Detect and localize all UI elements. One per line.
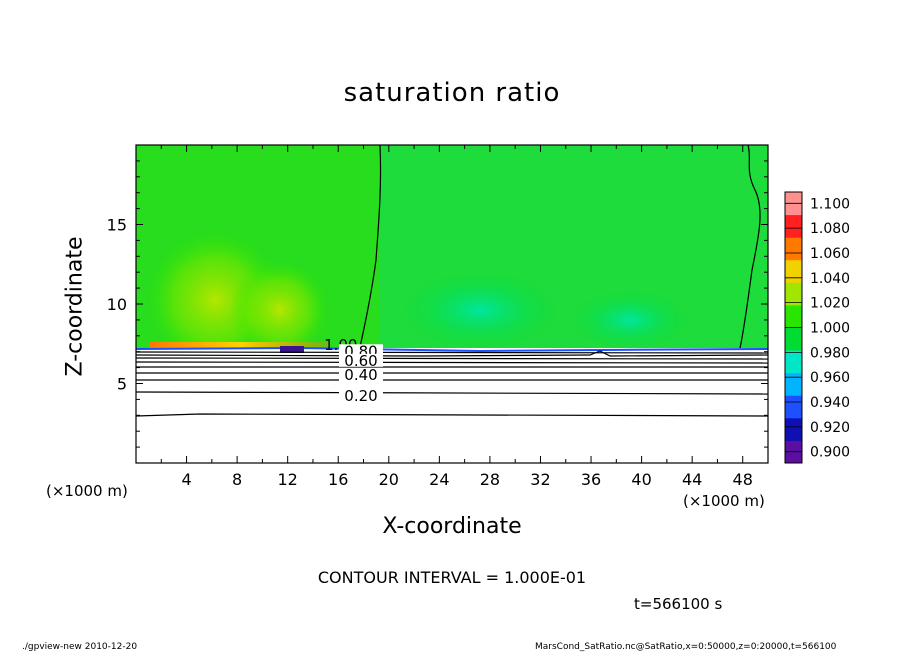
cool-anomaly xyxy=(400,270,560,350)
x-tick-label: 32 xyxy=(530,470,550,489)
x-tick-label: 44 xyxy=(682,470,702,489)
colorbar-swatch xyxy=(785,259,802,283)
contour-1.00-east xyxy=(739,145,761,349)
supersaturated-band xyxy=(150,342,330,348)
contour-label: 0.20 xyxy=(344,387,377,405)
colorbar: 0.900 0.920 0.940 0.960 0.980 1.000 1.020 1.040… xyxy=(784,191,850,464)
colorbar-swatch xyxy=(785,417,802,441)
footer-left: ./gpview-new 2010-12-20 xyxy=(22,642,138,652)
colorbar-swatch xyxy=(785,304,802,328)
contour-labels: 1.000.800.600.400.20 xyxy=(324,336,383,405)
contour-label: 0.60 xyxy=(344,352,377,370)
contour-label: 0.40 xyxy=(344,366,377,384)
x-axis-unit: (×1000 m) xyxy=(683,492,765,510)
colorbar-swatch xyxy=(785,395,802,419)
contour-label-bg xyxy=(338,353,383,367)
minimum-patch xyxy=(280,346,304,353)
colorbar-label: 1.100 xyxy=(810,196,850,212)
x-tick-label: 28 xyxy=(480,470,500,489)
time-stamp: t=566100 s xyxy=(634,595,723,613)
warm-anomaly xyxy=(230,260,330,360)
contour-line xyxy=(136,351,768,354)
heatmap-field: 1.000.800.600.400.20 xyxy=(136,145,768,463)
contour-interval: CONTOUR INTERVAL = 1.000E-01 xyxy=(317,568,587,587)
colorbar-swatch xyxy=(785,372,802,396)
x-tick-label: 24 xyxy=(429,470,449,489)
colorbar-label: 0.980 xyxy=(810,345,850,361)
x-tick-label: 36 xyxy=(581,470,601,489)
colorbar-label: 1.060 xyxy=(810,246,850,262)
colorbar-swatch xyxy=(785,282,802,306)
x-axis-ticks: 4 8 12 16 20 24 28 32 36 40 44 48 xyxy=(160,145,753,489)
contour-label-bg xyxy=(338,368,383,382)
colorbar-label: 0.960 xyxy=(810,370,850,386)
colorbar-label: 1.020 xyxy=(810,296,850,312)
colorbar-label: 1.040 xyxy=(810,271,850,287)
x-tick-label: 40 xyxy=(631,470,651,489)
colorbar-swatch xyxy=(785,237,802,261)
contour-label-bg xyxy=(338,388,383,402)
colorbar-label: 1.080 xyxy=(810,221,850,237)
boundary-line xyxy=(136,346,768,353)
y-tick-label: 5 xyxy=(117,375,127,394)
colorbar-label: 0.900 xyxy=(810,445,850,461)
contour-line xyxy=(136,391,768,395)
x-tick-label: 16 xyxy=(328,470,348,489)
colorbar-swatch xyxy=(785,214,802,238)
contour-1.00-west xyxy=(359,145,382,348)
y-tick-label: 10 xyxy=(107,295,127,314)
cool-anomaly xyxy=(570,290,690,350)
contour-lines xyxy=(136,145,768,417)
colorbar-label: 1.000 xyxy=(810,321,850,337)
y-axis-label: Z-coordinate xyxy=(62,236,88,377)
x-axis-label: X-coordinate xyxy=(382,514,522,539)
x-tick-label: 8 xyxy=(232,470,242,489)
footer-right: MarsCond_SatRatio.nc@SatRatio,x=0:50000,… xyxy=(535,642,837,652)
colorbar-swatch xyxy=(785,327,802,351)
colorbar-label: 0.920 xyxy=(810,420,850,436)
x-tick-label: 48 xyxy=(733,470,753,489)
y-axis-unit: (×1000 m) xyxy=(46,482,128,500)
chart-title: saturation ratio xyxy=(343,78,561,108)
y-tick-label: 15 xyxy=(107,216,127,235)
contour-line xyxy=(136,361,768,364)
x-tick-label: 20 xyxy=(379,470,399,489)
contour-line xyxy=(136,357,768,360)
contour-line xyxy=(136,413,768,417)
x-tick-label: 4 xyxy=(181,470,191,489)
colorbar-swatch xyxy=(785,350,802,374)
y-axis-ticks: 5 10 15 xyxy=(107,160,768,448)
x-tick-label: 12 xyxy=(278,470,298,489)
subsaturated-region xyxy=(136,348,768,463)
colorbar-label: 0.940 xyxy=(810,395,850,411)
